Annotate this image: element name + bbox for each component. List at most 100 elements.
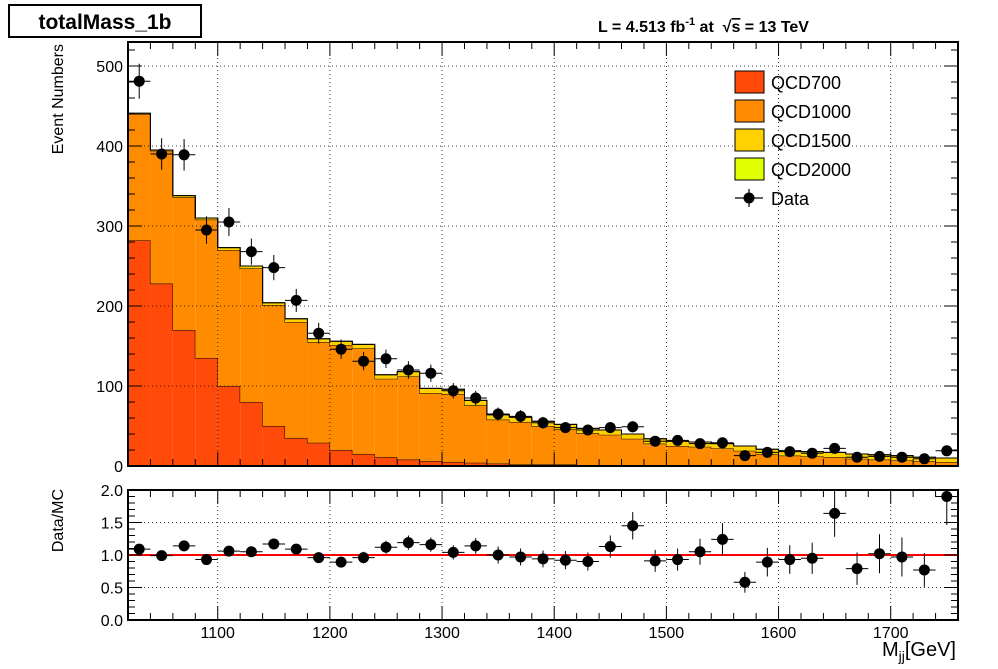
ratio-point — [425, 539, 436, 550]
ratio-y-tick-label: 1.5 — [101, 516, 123, 533]
x-tick-label: 1400 — [536, 625, 572, 642]
ratio-y-tick-label: 1.0 — [101, 548, 123, 565]
bar-qcd1500 — [420, 388, 442, 393]
ratio-plot: 0.0 0.5 1.0 1.5 2.0 1100 1200 1300 1400 1500 1600 1… — [50, 483, 958, 664]
bar-qcd1000 — [128, 114, 150, 240]
bar-qcd1000 — [711, 448, 733, 466]
legend-label: QCD1500 — [771, 131, 851, 151]
ratio-point — [448, 547, 459, 558]
ratio-point — [807, 553, 818, 564]
bar-qcd1500 — [352, 344, 374, 348]
ratio-point — [201, 554, 212, 565]
data-point — [156, 149, 167, 160]
data-point — [246, 246, 257, 257]
legend-marker-data — [744, 193, 755, 204]
y-tick-label: 300 — [96, 219, 123, 236]
ratio-point — [470, 540, 481, 551]
data-point — [493, 409, 504, 420]
bar-qcd700 — [150, 284, 172, 466]
bar-qcd1500 — [375, 375, 397, 379]
bar-qcd1000 — [599, 435, 621, 465]
bar-qcd1000 — [644, 444, 666, 466]
data-point — [582, 425, 593, 436]
ratio-point — [650, 555, 661, 566]
luminosity-label: L = 4.513 fb-1 at √s = 13 TeV — [598, 16, 809, 36]
legend-swatch-qcd1000 — [735, 100, 764, 122]
x-tick-label: 1500 — [649, 625, 685, 642]
data-point — [627, 421, 638, 432]
ratio-point — [739, 577, 750, 588]
bar-qcd700 — [285, 438, 307, 466]
bar-qcd1000 — [173, 197, 195, 330]
ratio-point — [941, 491, 952, 502]
data-point — [650, 436, 661, 447]
data-point — [448, 385, 459, 396]
x-tick-label: 1300 — [424, 625, 460, 642]
x-tick-label: 1100 — [201, 625, 236, 642]
bar-qcd1000 — [622, 439, 644, 465]
data-point — [425, 368, 436, 379]
data-point — [762, 447, 773, 458]
ratio-point — [358, 552, 369, 563]
legend-swatch-qcd1500 — [735, 129, 764, 151]
ratio-point — [627, 520, 638, 531]
data-point — [919, 453, 930, 464]
ratio-point — [919, 564, 930, 575]
bar-qcd700 — [218, 386, 240, 466]
ratio-point — [156, 550, 167, 561]
ratio-point — [560, 555, 571, 566]
bar-qcd1000 — [464, 405, 486, 463]
ratio-point — [896, 551, 907, 562]
ratio-point — [223, 546, 234, 557]
bar-qcd1000 — [307, 342, 329, 443]
data-point — [605, 422, 616, 433]
bar-qcd1000 — [285, 322, 307, 438]
bar-qcd1000 — [779, 456, 801, 466]
ratio-point — [313, 552, 324, 563]
data-point — [268, 262, 279, 273]
data-point — [336, 344, 347, 355]
bar-qcd700 — [240, 402, 262, 466]
data-point — [470, 393, 481, 404]
x-tick-label: 1200 — [312, 625, 348, 642]
bar-qcd1000 — [689, 447, 711, 466]
ratio-y-tick-label: 0.0 — [101, 613, 123, 630]
ratio-point — [582, 556, 593, 567]
bar-qcd1500 — [734, 446, 756, 451]
ratio-point — [672, 554, 683, 565]
bar-qcd1500 — [936, 458, 958, 462]
data-point — [403, 365, 414, 376]
bar-qcd700 — [375, 457, 397, 466]
bar-qcd1000 — [218, 250, 240, 386]
ratio-point — [268, 538, 279, 549]
legend-label: QCD700 — [771, 73, 841, 93]
legend-swatch-qcd2000 — [735, 158, 764, 180]
data-point — [223, 217, 234, 228]
bar-qcd1000 — [397, 376, 419, 459]
ratio-point — [852, 563, 863, 574]
data-point — [313, 328, 324, 339]
bar-qcd1000 — [509, 422, 531, 464]
bar-qcd1000 — [263, 305, 285, 426]
ratio-y-tick-label: 2.0 — [101, 483, 123, 500]
y-tick-label: 200 — [96, 299, 123, 316]
plot-title: totalMass_1b — [38, 11, 171, 34]
ratio-point — [336, 557, 347, 568]
data-point — [896, 452, 907, 463]
ratio-point — [717, 534, 728, 545]
ratio-point — [493, 550, 504, 561]
data-point — [695, 438, 706, 449]
ratio-point — [829, 508, 840, 519]
data-point — [941, 445, 952, 456]
bar-qcd700 — [173, 330, 195, 466]
y-axis-title: Event Numbers — [50, 44, 67, 154]
data-point — [672, 435, 683, 446]
data-point — [358, 356, 369, 367]
data-point — [717, 437, 728, 448]
y-tick-label: 400 — [96, 139, 123, 156]
data-point — [874, 451, 885, 462]
ratio-point — [515, 551, 526, 562]
data-point — [560, 422, 571, 433]
ratio-point — [291, 544, 302, 555]
